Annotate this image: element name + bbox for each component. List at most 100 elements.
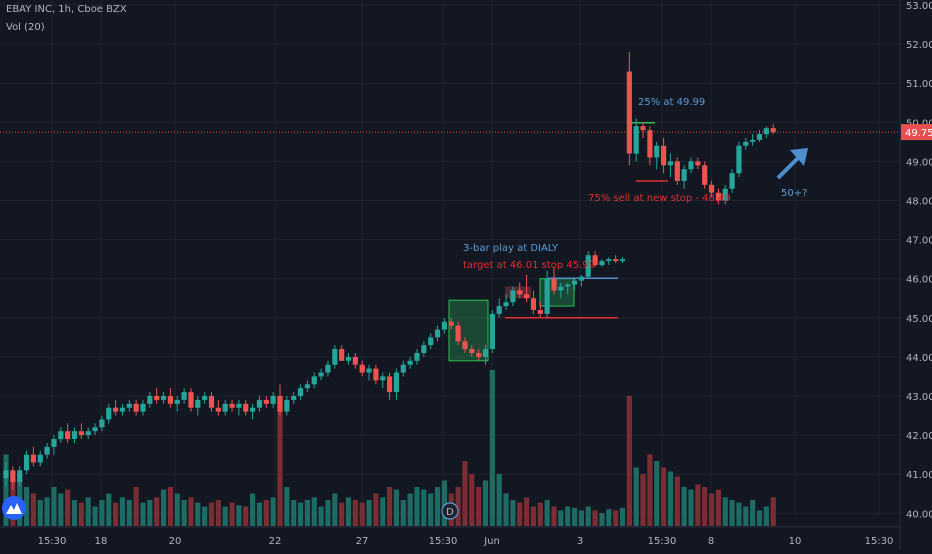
volume-bar: [729, 500, 735, 526]
volume-indicator-label[interactable]: Vol (20): [6, 22, 45, 33]
volume-bar: [140, 502, 146, 526]
volume-bar: [482, 480, 489, 526]
volume-bar: [126, 500, 132, 526]
candle-body: [92, 427, 98, 432]
candle-body: [722, 188, 728, 201]
volume-bar: [517, 502, 523, 526]
candle-body: [113, 407, 119, 412]
volume-bar: [626, 396, 632, 526]
volume-bar: [229, 502, 235, 526]
candle-body: [578, 276, 584, 281]
candle-body: [434, 329, 441, 338]
volume-bar: [434, 487, 441, 526]
candle-body: [736, 145, 742, 174]
volume-bar: [640, 474, 646, 526]
volume-bar: [654, 461, 660, 526]
candle-body: [688, 161, 694, 170]
candle-body: [661, 145, 667, 166]
volume-bar: [715, 489, 721, 526]
candle-body: [387, 376, 393, 393]
dividend-badge: [441, 502, 459, 520]
volume-bar: [188, 497, 194, 526]
candle-body: [708, 184, 715, 193]
candle-body: [208, 396, 215, 408]
candle-body: [352, 356, 358, 365]
logo-mountain-icon: [6, 503, 22, 514]
volume-bar: [743, 506, 749, 526]
candle-body: [277, 396, 283, 412]
symbol-label[interactable]: EBAY INC, 1h, Cboe BZX: [6, 4, 127, 15]
candle-body: [339, 349, 345, 361]
volume-bar: [44, 497, 50, 526]
volume-bar: [167, 487, 173, 526]
price-tick: 50.00: [906, 118, 932, 129]
candle-body: [325, 364, 331, 373]
volume-bar: [421, 489, 427, 526]
annotation-target: 50+?: [781, 188, 807, 199]
time-tick: 8: [708, 536, 714, 547]
candle-body: [462, 341, 468, 350]
price-tick: 44.00: [906, 353, 932, 364]
candle-body: [400, 364, 406, 373]
volume-bar: [160, 489, 167, 526]
candle-body: [743, 141, 749, 146]
price-tick: 42.00: [906, 431, 932, 442]
time-tick: 15:30: [429, 536, 458, 547]
volume-bar: [37, 500, 43, 526]
time-tick: 15:30: [648, 536, 677, 547]
volume-bar: [106, 493, 112, 526]
candle-body: [763, 128, 769, 135]
candle-body: [256, 399, 263, 408]
candle-body: [119, 407, 126, 412]
price-tick: 49.00: [906, 157, 932, 168]
candle-body: [359, 364, 365, 373]
volume-bar: [736, 502, 742, 526]
price-tick: 43.00: [906, 392, 932, 403]
volume-bar: [455, 487, 461, 526]
candle-body: [551, 278, 557, 291]
volume-bar: [113, 502, 119, 526]
volume-bar: [510, 500, 516, 526]
candle-body: [524, 294, 530, 299]
volume-bar: [243, 506, 249, 526]
volume-bar: [551, 506, 557, 526]
candle-body: [215, 407, 221, 412]
volume-bar: [256, 502, 263, 526]
volume-bar: [681, 487, 687, 526]
candle-body: [222, 403, 228, 412]
volume-bar: [647, 454, 653, 526]
volume-bar: [332, 493, 338, 526]
volume-bar: [387, 487, 393, 526]
annotation-entry: 25% at 49.99: [638, 97, 705, 108]
candle-body: [530, 298, 537, 310]
candle-body: [633, 126, 639, 154]
candle-body: [544, 278, 550, 314]
candle-body: [613, 259, 619, 262]
volume-bar: [270, 497, 276, 526]
candle-body: [476, 352, 482, 357]
candle-body: [626, 71, 632, 154]
candle-body: [229, 403, 235, 408]
candle-body: [585, 255, 591, 277]
candle-body: [85, 431, 91, 436]
candle-body: [393, 372, 400, 393]
candle-body: [71, 431, 78, 440]
candle-body: [496, 306, 502, 314]
price-tick: 53.00: [906, 1, 932, 12]
candle-body: [565, 284, 571, 287]
candle-body: [243, 403, 249, 412]
volume-bar: [222, 506, 228, 526]
volume-bar: [674, 476, 680, 526]
last-price-tag: [901, 124, 932, 141]
volume-bar: [708, 493, 715, 526]
candle-body: [537, 309, 543, 314]
candle-body: [729, 173, 735, 189]
volume-bar: [297, 502, 304, 526]
price-axis: 53.00 52.00 51.00 50.00 49.00 48.00 47.00 46.00…: [901, 1, 932, 520]
volume-bar: [544, 500, 550, 526]
volume-bar: [304, 500, 310, 526]
volume-bar: [366, 500, 372, 526]
